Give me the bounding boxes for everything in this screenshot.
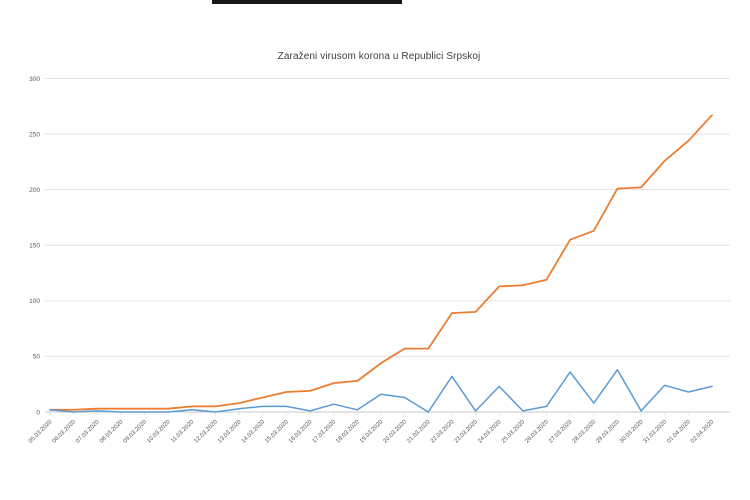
chart-title: Zaraženi virusom korona u Republici Srps… (277, 51, 481, 62)
x-axis-tick-label: 24.03.2020 (477, 419, 503, 445)
x-axis-tick-label: 30.03.2020 (619, 419, 645, 445)
y-axis-tick-label: 250 (29, 131, 40, 138)
x-axis-tick-label: 28.03.2020 (572, 419, 598, 445)
y-axis-tick-label: 200 (29, 187, 40, 194)
x-axis-tick-label: 31.03.2020 (643, 419, 669, 445)
x-axis-tick-label: 07.03.2020 (75, 419, 101, 445)
x-axis-tick-label: 22.03.2020 (430, 419, 456, 445)
x-axis-tick-label: 11.03.2020 (170, 419, 196, 445)
x-axis-tick-label: 26.03.2020 (524, 419, 550, 445)
x-axis-tick-label: 23.03.2020 (454, 419, 480, 445)
x-axis-tick-label: 19.03.2020 (359, 419, 385, 445)
window-edge-fragment (212, 0, 402, 4)
x-axis-tick-label: 13.03.2020 (217, 419, 243, 445)
x-axis-tick-label: 29.03.2020 (595, 419, 621, 445)
x-axis-tick-label: 01.04.2020 (666, 419, 692, 445)
x-axis-tick-label: 16.03.2020 (288, 419, 314, 445)
y-axis-tick-label: 100 (29, 298, 40, 305)
x-axis-tick-label: 12.03.2020 (193, 419, 219, 445)
x-axis-tick-label: 25.03.2020 (501, 419, 527, 445)
x-axis-tick-label: 10.03.2020 (146, 419, 172, 445)
x-axis-tick-label: 15.03.2020 (264, 419, 290, 445)
x-axis-tick-label: 05.03.2020 (28, 419, 54, 445)
x-axis-tick-label: 02.04.2020 (690, 419, 716, 445)
y-axis-tick-label: 50 (33, 354, 41, 361)
y-axis-tick-label: 150 (29, 243, 40, 250)
x-axis-tick-label: 09.03.2020 (123, 419, 149, 445)
x-axis-tick-label: 14.03.2020 (241, 419, 267, 445)
orange-series-cumulative-line (49, 114, 713, 411)
x-axis-tick-label: 18.03.2020 (335, 419, 361, 445)
y-axis-tick-label: 0 (36, 409, 40, 416)
x-axis-tick-label: 17.03.2020 (312, 419, 338, 445)
x-axis-tick-label: 08.03.2020 (99, 419, 125, 445)
x-axis-tick-label: 06.03.2020 (52, 419, 78, 445)
y-axis-tick-label: 300 (29, 76, 40, 83)
x-axis-tick-label: 27.03.2020 (548, 419, 574, 445)
x-axis-tick-label: 20.03.2020 (383, 419, 409, 445)
blue-series-daily-line (49, 369, 713, 413)
x-axis-tick-label: 21.03.2020 (406, 419, 432, 445)
